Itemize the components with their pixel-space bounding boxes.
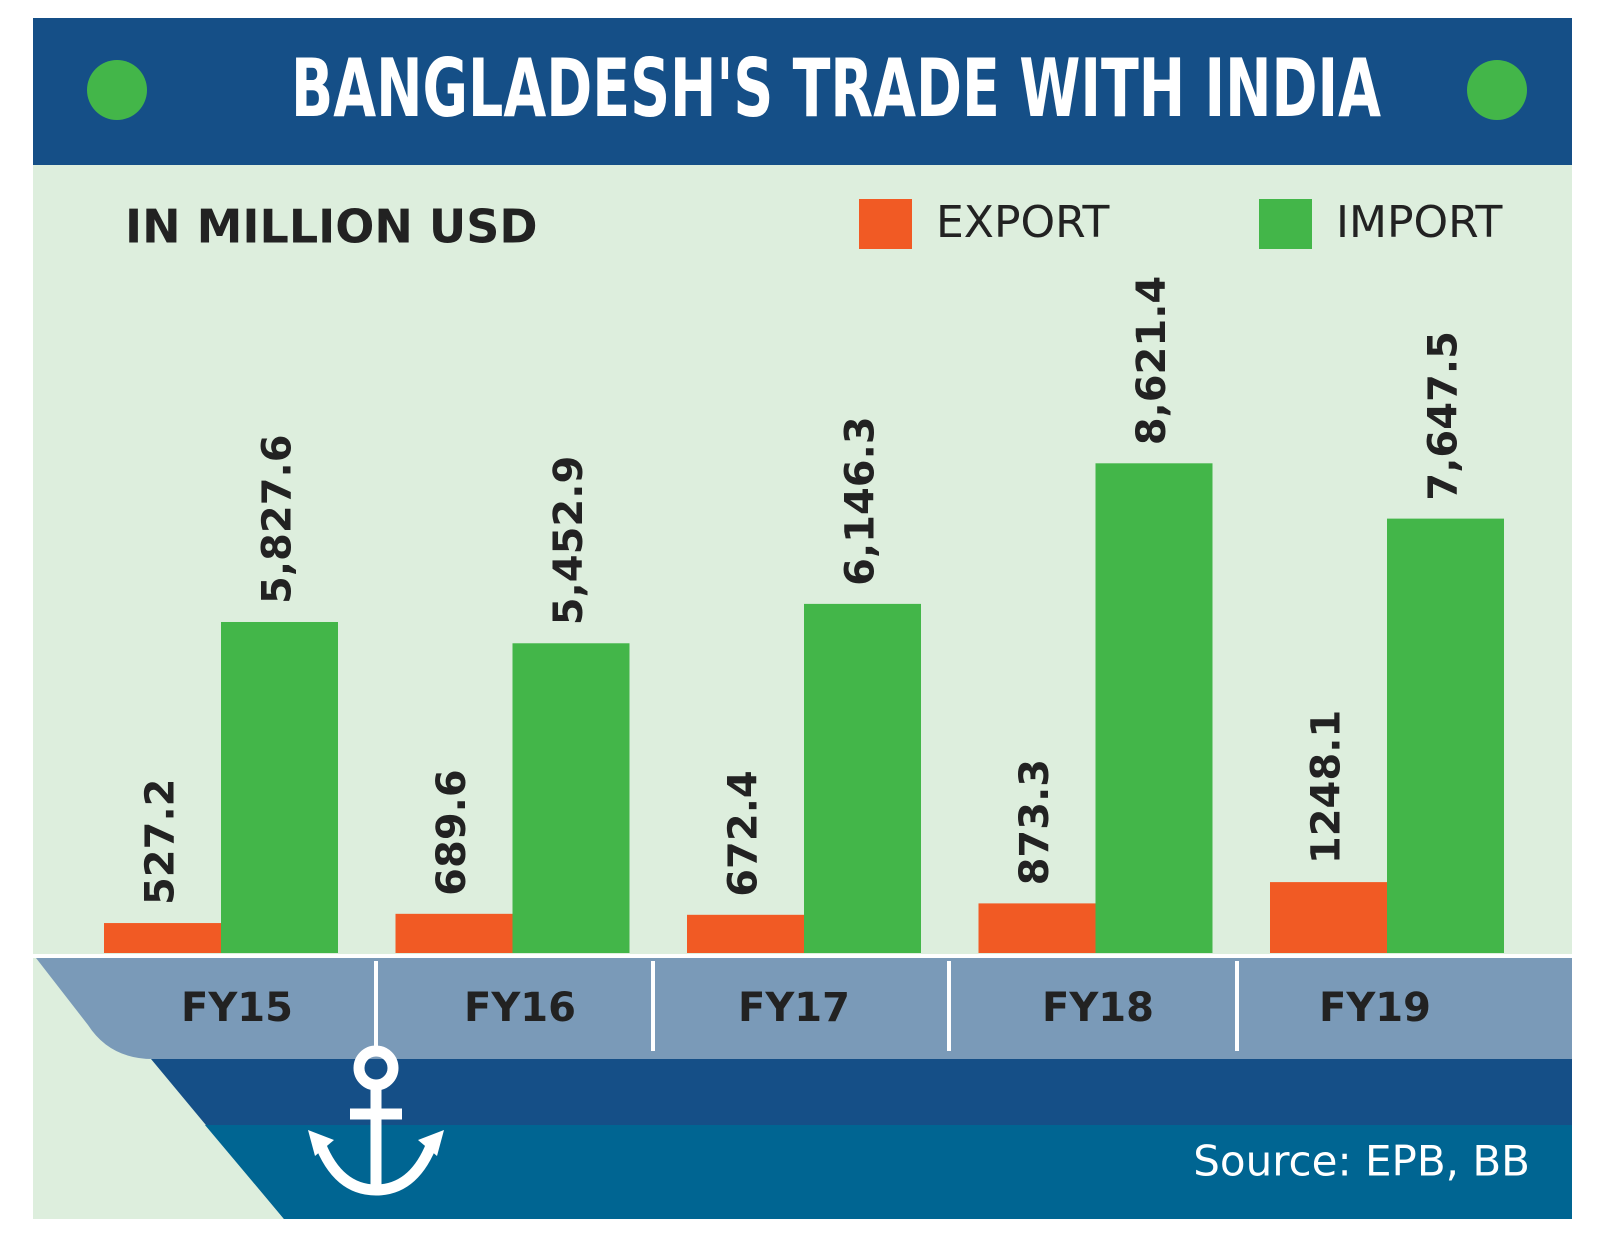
value-label: 672.4 (721, 770, 767, 897)
header-band (33, 18, 1572, 165)
bar (804, 603, 921, 953)
hull-lower (205, 1125, 1572, 1219)
value-label: 8,621.4 (1129, 276, 1175, 446)
bar (104, 923, 221, 953)
source: Source: EPB, BB (1193, 1137, 1530, 1186)
bar (1387, 518, 1504, 953)
subtitle: IN MILLION USD (125, 200, 538, 254)
x-tick-label: FY16 (464, 985, 576, 1031)
x-tick-label: FY15 (181, 985, 293, 1031)
value-label: 7,647.5 (1421, 331, 1467, 501)
legend-swatch (1259, 199, 1312, 249)
value-label: 527.2 (138, 779, 184, 906)
value-label: 5,827.6 (255, 434, 301, 604)
legend-label: EXPORT (936, 197, 1109, 248)
value-label: 5,452.9 (546, 456, 592, 626)
x-tick-label: FY17 (738, 985, 850, 1031)
bar (221, 621, 338, 953)
x-tick-label: FY19 (1319, 985, 1431, 1031)
value-label: 1248.1 (1304, 710, 1350, 864)
anchor (308, 1045, 444, 1196)
bar (395, 913, 513, 953)
legend-swatch (859, 199, 912, 249)
header-dot (87, 60, 147, 120)
bar (512, 643, 630, 953)
bar (687, 914, 804, 953)
chart-title: BANGLADESH'S TRADE WITH INDIA (291, 42, 1381, 135)
value-label: 6,146.3 (838, 416, 884, 586)
header-dot (1467, 60, 1527, 120)
x-tick-label: FY18 (1042, 985, 1154, 1031)
value-label: 689.6 (429, 769, 475, 896)
separators (374, 961, 1239, 1051)
legend-label: IMPORT (1336, 197, 1502, 248)
bar (1270, 882, 1387, 953)
deck (36, 958, 1572, 1059)
value-label: 873.3 (1012, 759, 1058, 886)
bar (978, 903, 1096, 953)
bar (1095, 463, 1213, 953)
